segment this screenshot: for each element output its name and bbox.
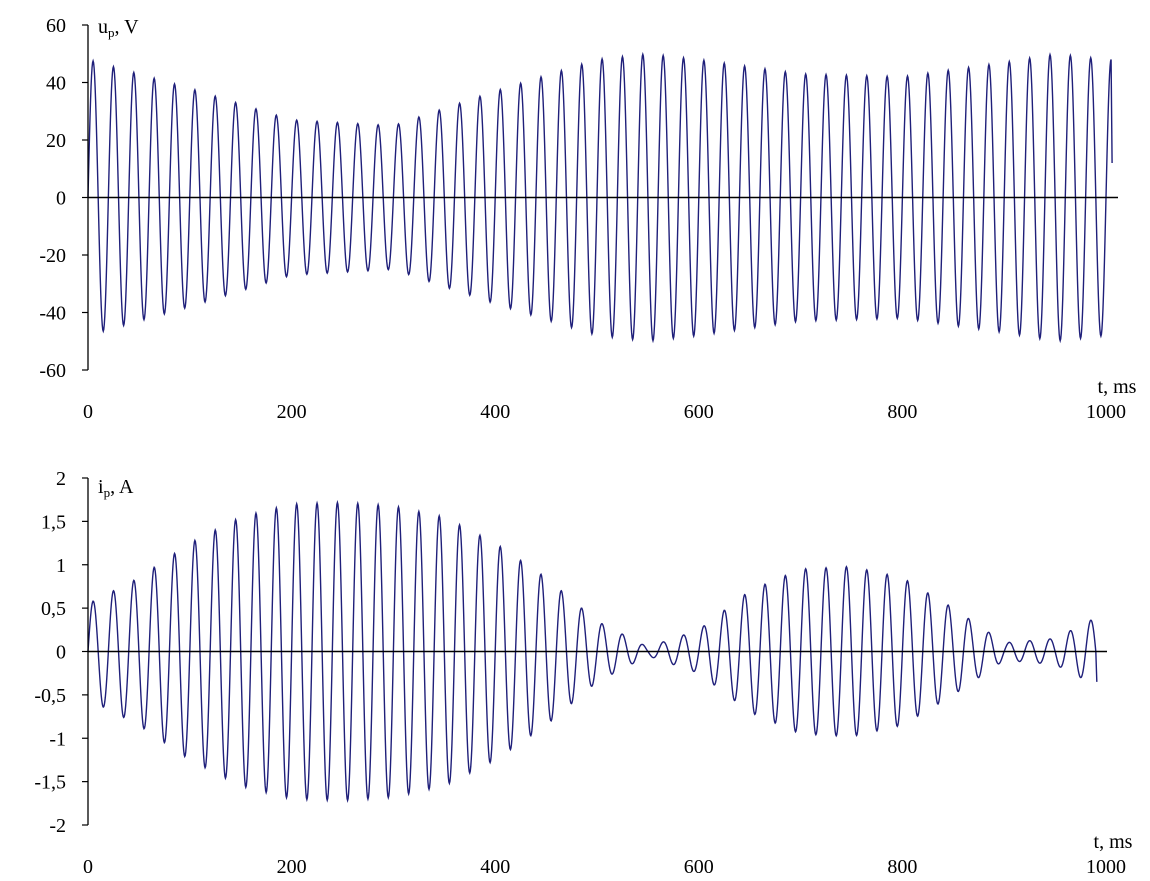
voltage-y-tick-label: 60: [46, 15, 66, 37]
current-y-label-sub: p: [104, 485, 111, 500]
current-y-tick-label: -0,5: [34, 685, 66, 707]
voltage-x-tick-label: 400: [480, 401, 510, 423]
current-x-tick-label: 1000: [1086, 856, 1126, 878]
current-series-line: [87, 499, 1098, 803]
current-x-tick-label: 0: [83, 856, 93, 878]
current-x-tick-label: 400: [480, 856, 510, 878]
voltage-y-tick-label: 20: [46, 130, 66, 152]
current-y-label-main: i: [98, 476, 104, 498]
current-chart: -2-1,5-1-0,500,511,52 0 200 400 600 800 1000 …: [34, 468, 1132, 878]
current-x-tick-label: 600: [684, 856, 714, 878]
voltage-y-tick-label: 0: [56, 188, 66, 210]
current-y-tick-label: 0: [56, 642, 66, 664]
current-y-tick-label: -1: [49, 728, 66, 750]
voltage-y-tick-label: -60: [39, 360, 66, 382]
current-y-tick-label: 1,5: [41, 511, 66, 533]
voltage-y-tick-label: 40: [46, 73, 66, 95]
voltage-x-tick-label: 1000: [1086, 401, 1126, 423]
voltage-x-ticks: 0 200 400 600 800 1000: [83, 401, 1126, 423]
current-x-axis-label: t, ms: [1094, 831, 1133, 853]
voltage-y-label-sub: p: [108, 25, 115, 40]
voltage-x-tick-label: 200: [277, 401, 307, 423]
voltage-x-tick-label: 800: [887, 401, 917, 423]
current-x-ticks: 0 200 400 600 800 1000: [83, 856, 1126, 878]
current-y-label-rest: , A: [110, 476, 134, 498]
voltage-x-tick-label: 0: [83, 401, 93, 423]
current-y-tick-label: 2: [56, 468, 66, 490]
current-y-tick-label: -1,5: [34, 772, 66, 794]
voltage-y-label-rest: , V: [115, 16, 140, 38]
voltage-series-line: [87, 51, 1113, 344]
current-y-tick-label: 0,5: [41, 598, 66, 620]
voltage-chart: -60 -40 -20 0 20 40 60 0 200 400 600 800 1000 up, V…: [39, 15, 1136, 423]
voltage-x-axis-label: t, ms: [1098, 376, 1137, 398]
voltage-y-ticks: -60 -40 -20 0 20 40 60: [39, 15, 88, 382]
voltage-y-tick-label: -40: [39, 303, 66, 325]
current-y-tick-label: 1: [56, 555, 66, 577]
voltage-x-tick-label: 600: [684, 401, 714, 423]
voltage-y-tick-label: -20: [39, 245, 66, 267]
current-x-tick-label: 800: [887, 856, 917, 878]
current-x-tick-label: 200: [277, 856, 307, 878]
current-y-axis-label: ip, A: [98, 476, 134, 500]
voltage-y-label-main: u: [98, 16, 108, 38]
current-y-tick-label: -2: [49, 815, 66, 837]
voltage-y-axis-label: up, V: [98, 16, 139, 40]
current-y-ticks: -2 -1,5 -1 -0,5 0 0,5 1 1,5 2: [34, 468, 88, 837]
